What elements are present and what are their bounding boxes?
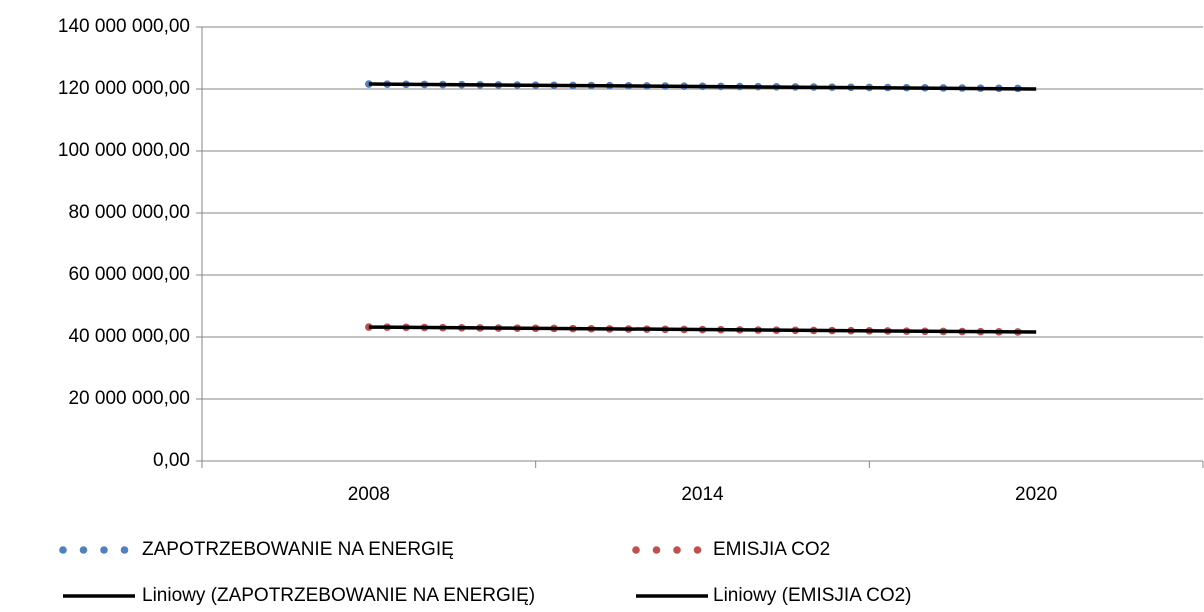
legend-marker	[79, 546, 88, 554]
y-tick-label: 60 000 000,00	[68, 264, 190, 285]
legend-marker	[673, 546, 681, 554]
x-tick-label: 2014	[681, 484, 724, 505]
legend-label: ZAPOTRZEBOWANIE NA ENERGIĘ	[142, 539, 454, 560]
legend-marker	[100, 546, 108, 554]
x-tick-label: 2020	[1015, 484, 1057, 505]
y-tick-label: 140 000 000,00	[58, 16, 190, 37]
y-tick-label: 20 000 000,00	[68, 388, 190, 409]
y-tick-label: 0,00	[153, 450, 190, 471]
legend-label: Liniowy (ZAPOTRZEBOWANIE NA ENERGIĘ)	[142, 585, 535, 606]
trend-line	[368, 325, 1037, 334]
y-tick-label: 120 000 000,00	[58, 78, 190, 99]
trend-line	[368, 82, 1037, 91]
legend-marker	[632, 546, 640, 554]
legend-label: Liniowy (EMISJIA CO2)	[713, 585, 912, 606]
legend-marker	[652, 546, 661, 554]
legend-marker	[59, 546, 67, 554]
y-tick-label: 100 000 000,00	[58, 140, 190, 161]
legend-label: EMISJIA CO2	[713, 539, 830, 560]
x-tick-label: 2008	[348, 484, 390, 505]
legend-marker	[120, 546, 129, 554]
y-tick-label: 40 000 000,00	[68, 326, 190, 347]
y-tick-label: 80 000 000,00	[68, 202, 190, 223]
legend-marker	[693, 546, 702, 554]
